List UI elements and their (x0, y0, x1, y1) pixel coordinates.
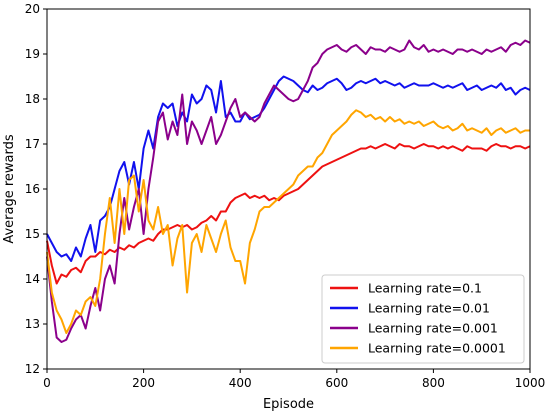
y-tick-label: 12 (25, 362, 40, 376)
y-tick-label: 17 (25, 137, 40, 151)
legend: Learning rate=0.1 Learning rate=0.01 Learn… (321, 274, 525, 364)
y-tick-label: 14 (25, 272, 40, 286)
legend-label-1: Learning rate=0.01 (368, 301, 490, 316)
legend-label-3: Learning rate=0.0001 (368, 341, 506, 356)
series-line-0 (46, 143, 531, 285)
y-tick-label: 16 (25, 182, 40, 196)
x-tick-label: 400 (229, 376, 252, 390)
y-axis: 12 13 14 15 16 17 18 19 20 (25, 2, 47, 376)
x-tick-label: 600 (325, 376, 348, 390)
y-tick-label: 20 (25, 2, 40, 16)
legend-label-2: Learning rate=0.001 (368, 321, 498, 336)
legend-label-0: Learning rate=0.1 (368, 281, 482, 296)
y-tick-label: 15 (25, 227, 40, 241)
y-tick-label: 18 (25, 92, 40, 106)
plot-lines (46, 39, 531, 343)
series-line-2 (46, 39, 531, 343)
legend-box (321, 274, 525, 364)
series-line-1 (46, 75, 531, 262)
x-tick-label: 1000 (515, 376, 546, 390)
x-axis-label: Episode (263, 397, 314, 412)
y-tick-label: 13 (25, 317, 40, 331)
x-tick-label: 200 (132, 376, 155, 390)
x-axis: 0 200 400 600 800 1000 (43, 369, 545, 390)
x-tick-label: 800 (422, 376, 445, 390)
series-line-3 (46, 109, 530, 334)
y-axis-label: Average rewards (2, 134, 17, 244)
y-tick-label: 19 (25, 47, 40, 61)
x-tick-label: 0 (43, 376, 51, 390)
